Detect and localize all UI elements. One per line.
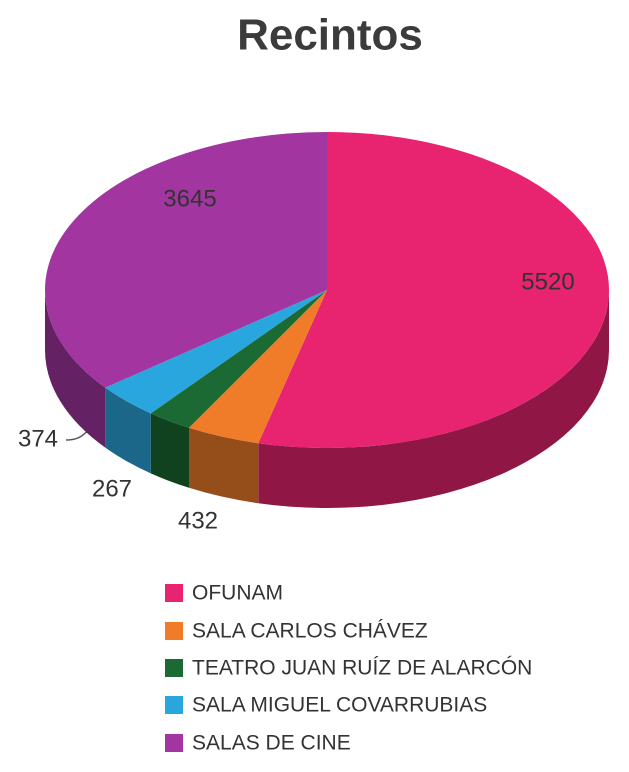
legend-swatch — [165, 734, 183, 752]
value-label: 432 — [178, 507, 218, 534]
pie-slice — [44, 132, 328, 388]
pie-side — [189, 427, 259, 504]
pie-slice — [189, 290, 327, 444]
pie-side — [258, 290, 609, 508]
legend-swatch — [165, 584, 183, 602]
pie-slice — [105, 290, 328, 414]
legend-label: SALA MIGUEL COVARRUBIAS — [192, 694, 487, 717]
pie-side — [45, 290, 106, 448]
value-label: 3645 — [163, 185, 216, 212]
value-label: 267 — [92, 475, 132, 502]
value-label: 5520 — [521, 268, 574, 295]
legend-label: SALAS DE CINE — [192, 732, 351, 755]
legend-label: SALA CARLOS CHÁVEZ — [192, 620, 428, 643]
legend-swatch — [165, 659, 183, 677]
legend-swatch — [165, 622, 183, 640]
legend-label: TEATRO JUAN RUÍZ DE ALARCÓN — [192, 657, 532, 680]
legend-swatch — [165, 696, 183, 714]
pie-side — [150, 413, 190, 488]
pie-tops — [44, 132, 609, 449]
pie-slice — [258, 132, 609, 449]
chart-title: Recintos — [237, 11, 423, 60]
pie-side — [105, 387, 151, 474]
pie-slice — [150, 290, 327, 428]
legend-label: OFUNAM — [192, 582, 283, 605]
value-label: 374 — [18, 425, 58, 452]
pie-sides — [45, 290, 609, 508]
